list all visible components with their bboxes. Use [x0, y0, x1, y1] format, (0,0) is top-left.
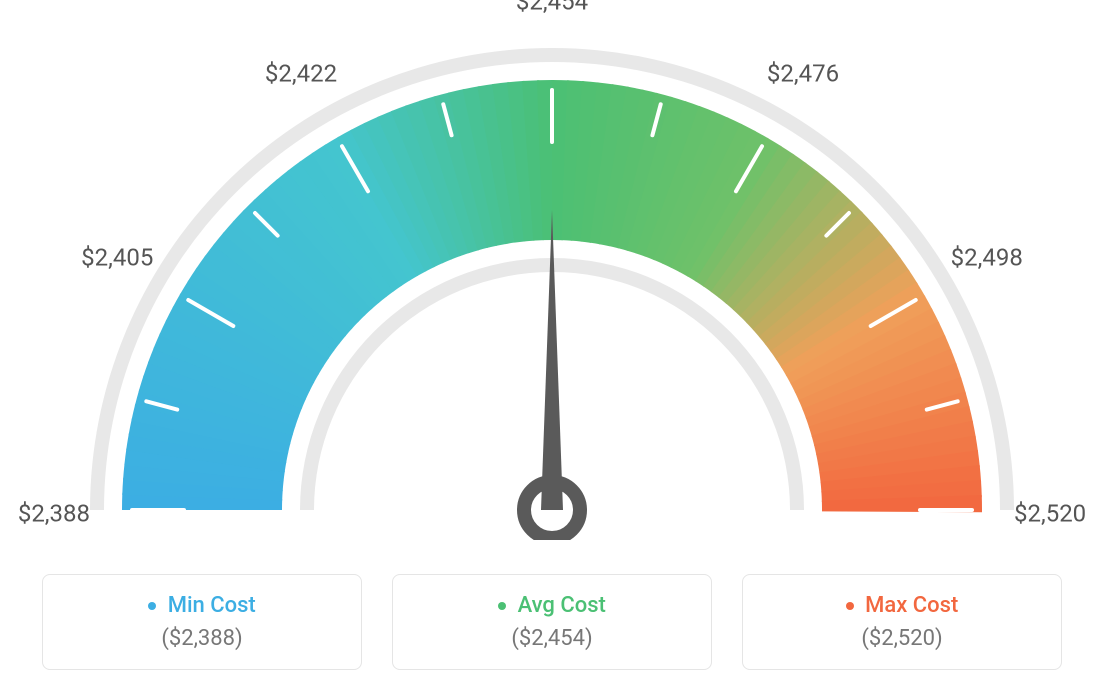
legend-value-avg: ($2,454): [403, 626, 701, 651]
legend-title-min: Min Cost: [53, 593, 351, 618]
legend-card-avg: Avg Cost ($2,454): [392, 574, 712, 670]
gauge-chart: $2,388 $2,405 $2,422 $2,454 $2,476 $2,498 $2,5…: [0, 0, 1104, 540]
legend-title-min-text: Min Cost: [168, 593, 256, 618]
gauge-svg: $2,388 $2,405 $2,422 $2,454 $2,476 $2,498 $2,5…: [0, 0, 1104, 540]
svg-text:$2,388: $2,388: [18, 499, 90, 527]
legend-title-max: Max Cost: [753, 593, 1051, 618]
legend-card-min: Min Cost ($2,388): [42, 574, 362, 670]
svg-text:$2,498: $2,498: [951, 243, 1023, 271]
svg-text:$2,454: $2,454: [516, 0, 588, 15]
legend-dot-max: [846, 602, 854, 610]
legend-value-max: ($2,520): [753, 626, 1051, 651]
svg-text:$2,476: $2,476: [767, 60, 839, 88]
legend-title-avg: Avg Cost: [403, 593, 701, 618]
legend-title-max-text: Max Cost: [865, 593, 958, 618]
legend-card-max: Max Cost ($2,520): [742, 574, 1062, 670]
svg-text:$2,422: $2,422: [265, 60, 337, 88]
legend-dot-min: [148, 602, 156, 610]
legend-title-avg-text: Avg Cost: [518, 593, 606, 618]
legend-value-min: ($2,388): [53, 626, 351, 651]
svg-text:$2,405: $2,405: [81, 243, 153, 271]
legend-row: Min Cost ($2,388) Avg Cost ($2,454) Max …: [0, 574, 1104, 670]
svg-text:$2,520: $2,520: [1014, 499, 1086, 527]
legend-dot-avg: [498, 602, 506, 610]
